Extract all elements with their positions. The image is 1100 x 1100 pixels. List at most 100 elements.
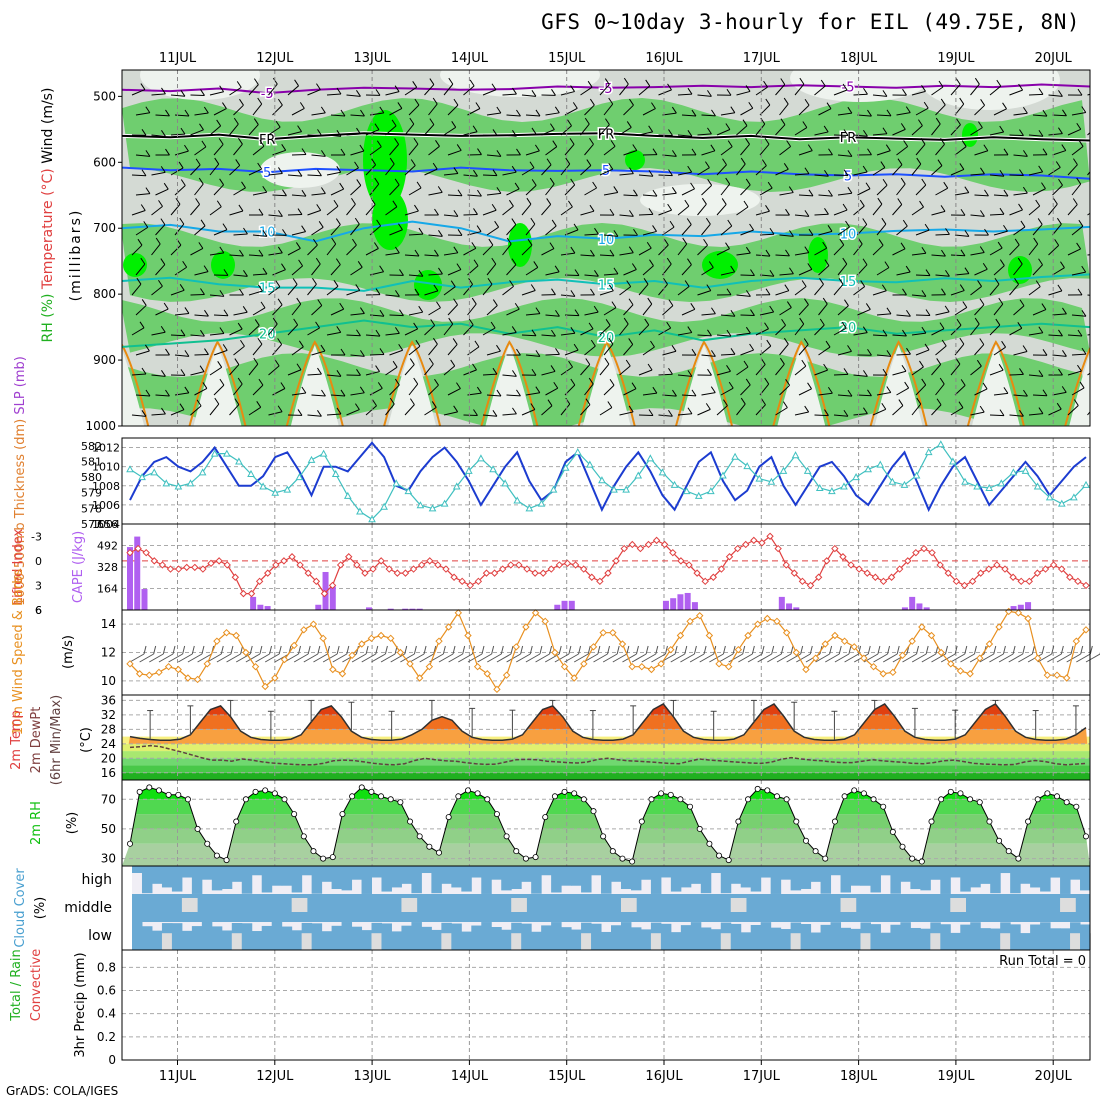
surface-wind-barb-flag xyxy=(191,645,195,655)
wind-barb xyxy=(720,314,735,317)
wind-barb-flag xyxy=(760,358,766,365)
cloud-low-bar xyxy=(970,922,981,950)
thickness-point xyxy=(440,499,449,507)
rh2m-point xyxy=(677,796,684,803)
cloud-low-bar xyxy=(381,923,392,950)
wind-barb xyxy=(1009,327,1023,336)
wind-barb-flag xyxy=(587,80,593,88)
rh2m-point xyxy=(445,814,452,821)
thickness-point xyxy=(767,477,776,485)
cloud-high-bar xyxy=(181,866,193,878)
wind-barb-flag xyxy=(239,98,244,106)
wind-barb xyxy=(857,188,871,196)
wind-speed-point xyxy=(638,662,646,671)
wind-barb xyxy=(993,392,1008,396)
wind-barb xyxy=(677,205,690,216)
wind-barb-flag xyxy=(469,79,475,87)
dewpoint-line xyxy=(129,744,1087,766)
cloud-high-bar xyxy=(301,866,313,876)
wind-barb xyxy=(1087,212,1090,216)
wind-barb-flag xyxy=(336,326,342,333)
wind-barb-flag xyxy=(691,148,697,156)
li-tick-label: -3 xyxy=(31,530,42,543)
cloud-low-bar xyxy=(660,923,672,950)
wind-barb xyxy=(989,131,1004,136)
wind-barb-flag xyxy=(671,106,677,114)
surface-wind-barb xyxy=(178,653,193,663)
isotherm-label: -5 xyxy=(261,87,274,102)
wind-speed-point xyxy=(464,631,472,640)
wind-barb-flag xyxy=(241,181,246,189)
wind-barb xyxy=(252,145,265,156)
cloud-high-bar xyxy=(481,866,492,894)
lifted-index-point xyxy=(385,565,393,573)
wind-barb xyxy=(194,112,209,116)
wind-barb xyxy=(833,209,848,216)
wind-barb-flag xyxy=(389,397,395,405)
lifted-index-point xyxy=(1017,577,1025,586)
wind-barb-flag xyxy=(321,150,326,157)
surface-wind-barb xyxy=(496,653,512,663)
wind-barb-flag xyxy=(937,159,943,166)
wind-barb-flag xyxy=(901,364,907,372)
wind-barb-flag xyxy=(608,162,614,170)
wind-speed-point xyxy=(493,685,501,694)
cloud-high-bar xyxy=(411,866,422,894)
wind-barb-flag xyxy=(961,140,967,147)
wind-barb-flag xyxy=(865,303,871,310)
wind-barb xyxy=(194,314,209,317)
wind-barb-flag xyxy=(511,165,517,173)
wind-barb xyxy=(482,327,496,336)
wind-barb xyxy=(135,350,150,356)
wind-speed-point xyxy=(1062,674,1071,682)
isotherm-line xyxy=(122,132,1090,142)
wind-barb-flag xyxy=(572,102,578,109)
rh2m-point xyxy=(223,857,230,864)
wind-barb-flag xyxy=(900,123,906,130)
wind-barb-flag xyxy=(488,238,494,246)
wind-barb-flag xyxy=(180,127,186,135)
wind-barb xyxy=(170,409,185,416)
wind-barb xyxy=(525,313,540,316)
cape-tick-label: 328 xyxy=(97,561,118,574)
wind-barb-flag xyxy=(297,125,303,132)
wind-barb xyxy=(151,134,166,137)
wind-barb xyxy=(584,104,595,116)
wind-barb xyxy=(701,150,716,156)
wind-barb-flag xyxy=(1038,165,1044,173)
cloud-low-bar xyxy=(431,929,442,950)
wind-barb-flag xyxy=(412,81,418,88)
wind-barb xyxy=(1048,167,1061,176)
wind-barb-flag xyxy=(394,138,400,145)
temp-tick-label: 24 xyxy=(101,737,116,751)
wind-barb-flag xyxy=(785,249,790,257)
wind-barb xyxy=(229,254,244,257)
wind-barb xyxy=(131,414,146,417)
wind-barb-flag xyxy=(223,309,229,316)
thickness-point xyxy=(259,482,267,490)
wind-barb-flag xyxy=(473,169,478,177)
wind-barb-flag xyxy=(180,329,186,336)
wind-barb xyxy=(545,314,560,317)
wind-barb-flag xyxy=(222,223,228,230)
cloud-low-bar xyxy=(351,926,363,950)
pressure-axis-label: (millibars) xyxy=(68,209,84,302)
slp-tick-label: 1008 xyxy=(92,480,120,493)
wind-barb-flag xyxy=(373,242,379,249)
wind-barb xyxy=(658,244,669,256)
wind-barb-flag xyxy=(652,225,657,232)
rh-high-patch xyxy=(702,251,738,279)
rh2m-point xyxy=(1025,818,1032,825)
wind-barb xyxy=(1013,263,1023,276)
wind-speed-point xyxy=(879,670,887,678)
wind-barb-flag xyxy=(976,359,982,367)
rh2m-point xyxy=(416,833,423,840)
wind-barb-flag xyxy=(589,204,595,212)
wind-barb-flag xyxy=(301,225,307,232)
wind-barb-flag xyxy=(625,359,631,367)
wind-barb xyxy=(681,264,692,276)
wind-barb-flag xyxy=(705,403,711,410)
wind-barb xyxy=(365,405,377,416)
wind-barb-flag xyxy=(198,242,204,249)
wind-barb-flag xyxy=(669,220,675,228)
